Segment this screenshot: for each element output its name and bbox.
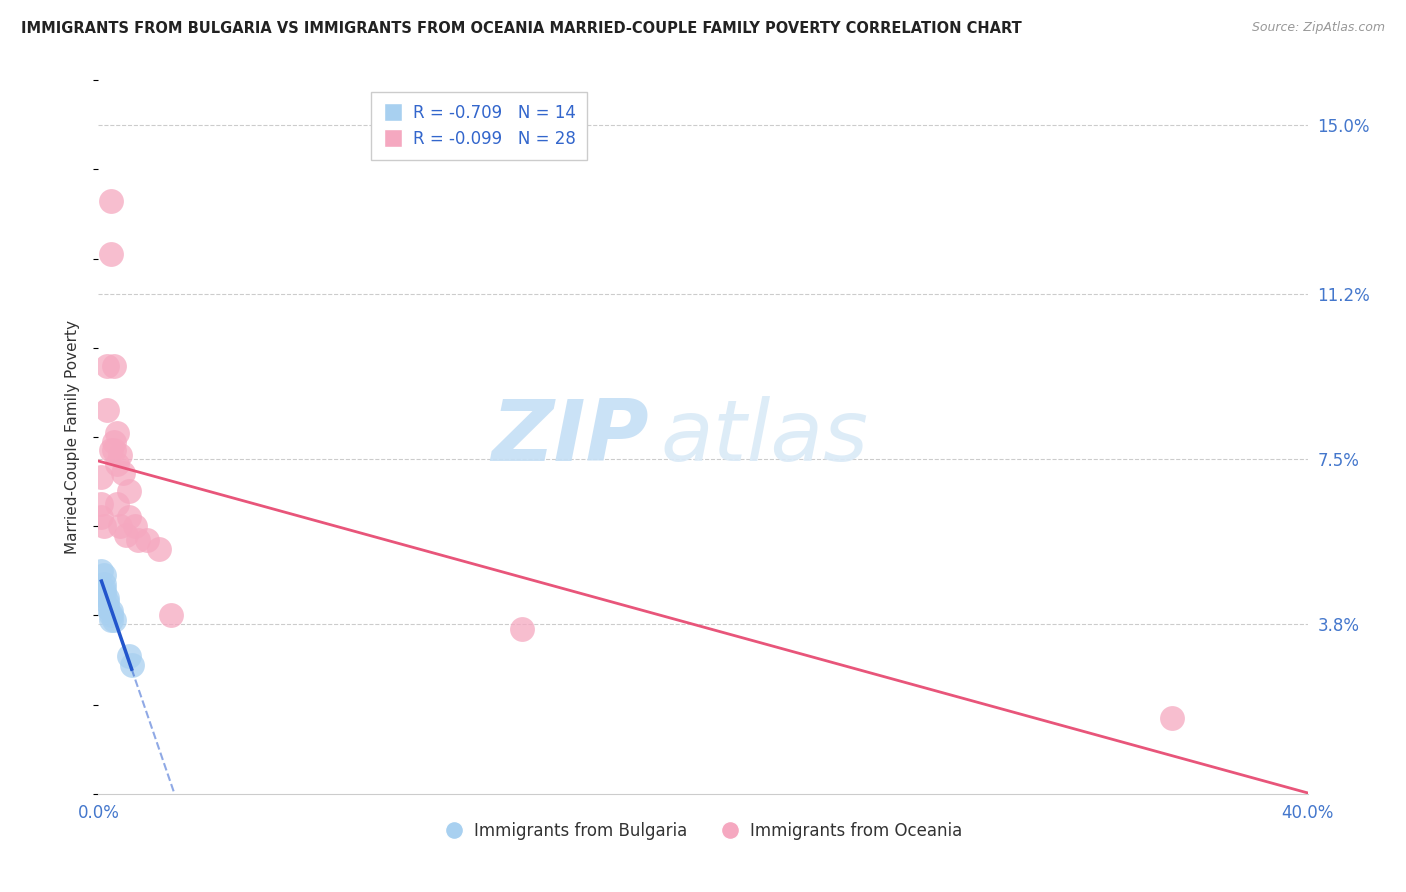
Point (100, 613, 122, 627)
Point (93, 586, 115, 600)
Point (100, 608, 122, 623)
Point (118, 510, 141, 524)
Point (1160, 711, 1182, 725)
Point (148, 541, 170, 556)
Point (127, 533, 149, 547)
Legend: Immigrants from Bulgaria, Immigrants from Oceania: Immigrants from Bulgaria, Immigrants fro… (437, 815, 969, 847)
Point (93, 582, 115, 596)
Point (90, 470, 112, 484)
Point (118, 483, 141, 498)
Point (124, 519, 146, 533)
Point (160, 608, 183, 623)
Point (96, 591, 118, 605)
Point (93, 519, 115, 533)
Text: ZIP: ZIP (491, 395, 648, 479)
Text: Source: ZipAtlas.com: Source: ZipAtlas.com (1251, 21, 1385, 35)
Point (96, 595, 118, 609)
Point (93, 577, 115, 591)
Point (90, 497, 112, 511)
Point (103, 613, 125, 627)
Point (121, 657, 143, 672)
Point (96, 403, 118, 417)
Point (118, 648, 141, 663)
Point (90, 510, 112, 524)
Point (111, 466, 134, 480)
Text: IMMIGRANTS FROM BULGARIA VS IMMIGRANTS FROM OCEANIA MARRIED-COUPLE FAMILY POVERT: IMMIGRANTS FROM BULGARIA VS IMMIGRANTS F… (21, 21, 1022, 37)
Point (103, 434, 125, 449)
Point (100, 247, 122, 261)
Point (103, 359, 125, 373)
Point (108, 448, 131, 462)
Y-axis label: Married-Couple Family Poverty: Married-Couple Family Poverty (65, 320, 80, 554)
Text: atlas: atlas (661, 395, 869, 479)
Point (90, 564, 112, 578)
Point (100, 443, 122, 458)
Point (135, 533, 157, 547)
Point (510, 622, 533, 636)
Point (96, 359, 118, 373)
Point (105, 425, 128, 440)
Point (108, 519, 131, 533)
Point (93, 568, 115, 582)
Point (105, 497, 128, 511)
Point (100, 194, 122, 208)
Point (103, 443, 125, 458)
Point (105, 457, 128, 471)
Point (96, 599, 118, 614)
Point (114, 528, 136, 542)
Point (100, 604, 122, 618)
